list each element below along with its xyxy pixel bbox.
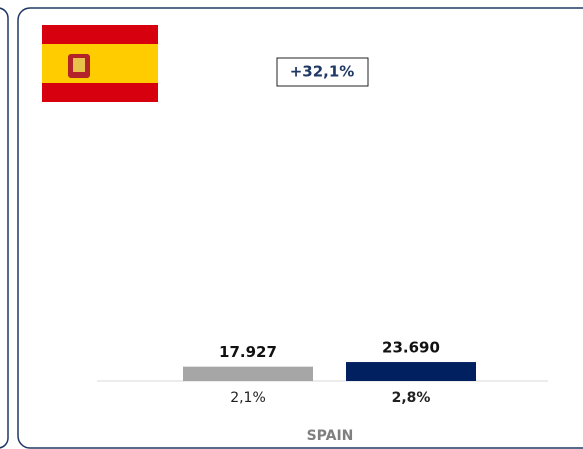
side-panel xyxy=(0,7,9,449)
value-label: 17.927 xyxy=(219,343,277,361)
share-label: 2,8% xyxy=(392,390,431,406)
flag xyxy=(42,25,158,102)
panel xyxy=(17,7,583,449)
value-label: 23.690 xyxy=(382,339,440,357)
annotation-box xyxy=(276,57,369,87)
bar xyxy=(183,366,313,381)
annotation: +32,1% xyxy=(290,63,355,81)
bar xyxy=(346,362,476,381)
share-label: 2,1% xyxy=(230,390,266,406)
x-label: SPAIN xyxy=(307,428,354,444)
